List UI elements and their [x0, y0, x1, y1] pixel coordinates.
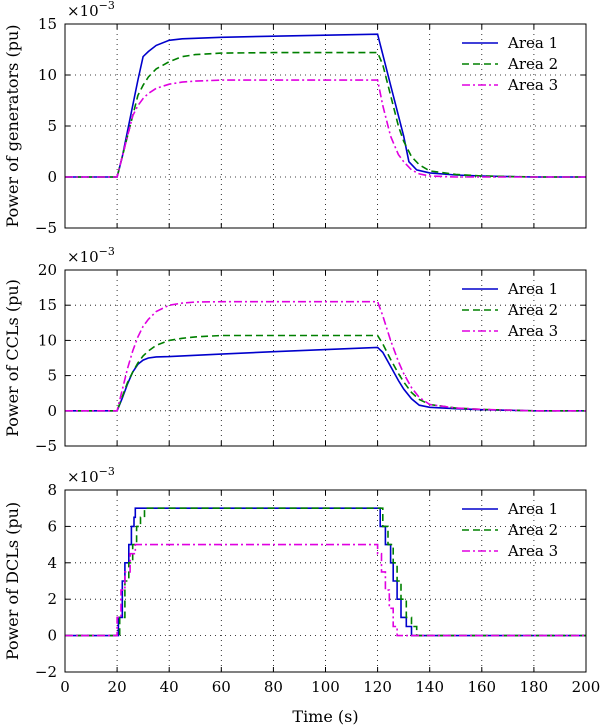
- y-tick-label: 15: [38, 15, 57, 33]
- x-tick-label: 120: [363, 678, 392, 696]
- series-line-2: [65, 507, 586, 637]
- y-tick-label: 8: [47, 481, 57, 499]
- x-tick-label: 200: [572, 678, 600, 696]
- y-tick-label: 0: [47, 402, 57, 420]
- y-tick-label: 0: [47, 168, 57, 186]
- series-line-3: [65, 300, 586, 412]
- x-tick-label: 20: [108, 678, 127, 696]
- series-line-2: [65, 334, 586, 412]
- y-axis-label: Power of generators (pu): [3, 25, 22, 228]
- series-line-1: [65, 33, 586, 178]
- y-tick-label: 2: [47, 590, 57, 608]
- x-tick-label: 140: [415, 678, 444, 696]
- x-axis-label: Time (s): [292, 707, 358, 726]
- y-tick-label: 6: [47, 517, 57, 535]
- x-tick-label: 180: [520, 678, 549, 696]
- y-tick-label: 5: [47, 117, 57, 135]
- legend-label-1: Area 1: [507, 500, 558, 518]
- legend-label-2: Area 2: [507, 55, 558, 73]
- multiplier-exponent: −3: [99, 245, 115, 258]
- series-line-2: [65, 51, 586, 178]
- legend-label-1: Area 1: [507, 280, 558, 298]
- chart-panel-3: 0 20 40 60 80 100 120 140 160 180 200−202468×10−3P…: [3, 465, 600, 726]
- y-axis-label: Power of DCLs (pu): [3, 502, 22, 660]
- multiplier-exponent: −3: [99, 0, 115, 12]
- legend-label-3: Area 3: [507, 542, 558, 560]
- y-tick-label: 10: [38, 66, 57, 84]
- x-tick-label: 0: [60, 678, 70, 696]
- legend: Area 1 Area 2 Area 3: [462, 280, 558, 340]
- x-tick-label: 160: [467, 678, 496, 696]
- plot-frame: [64, 23, 587, 229]
- x-tick-label: 80: [264, 678, 283, 696]
- multiplier-base: ×10: [67, 2, 99, 20]
- y-tick-label: 10: [38, 331, 57, 349]
- plot-frame: [64, 269, 587, 447]
- legend: Area 1 Area 2 Area 3: [462, 500, 558, 560]
- legend-label-3: Area 3: [507, 76, 558, 94]
- chart-panel-1: −5 0 5 10 15 ×10−3 Power of generators (pu) Are…: [3, 0, 587, 237]
- y-tick-label: 4: [47, 554, 57, 572]
- y-tick-label: 0: [47, 627, 57, 645]
- x-tick-label: 60: [212, 678, 231, 696]
- y-tick-label: −5: [35, 219, 57, 237]
- series-line-3: [65, 543, 586, 637]
- legend: Area 1 Area 2 Area 3: [462, 34, 558, 94]
- x-tick-label: 100: [311, 678, 340, 696]
- axis-multiplier: ×10−3: [67, 465, 115, 486]
- axis-multiplier: ×10−3: [67, 245, 115, 266]
- legend-label-3: Area 3: [507, 322, 558, 340]
- y-axis-label: Power of CCLs (pu): [3, 279, 22, 437]
- multiplier-base: ×10: [67, 468, 99, 486]
- legend-label-1: Area 1: [507, 34, 558, 52]
- multiplier-exponent: −3: [99, 465, 115, 478]
- y-tick-label: −2: [35, 663, 57, 681]
- legend-label-2: Area 2: [507, 301, 558, 319]
- y-tick-label: −5: [35, 437, 57, 455]
- multiplier-base: ×10: [67, 248, 99, 266]
- y-tick-label: 5: [47, 367, 57, 385]
- x-tick-label: 40: [160, 678, 179, 696]
- y-tick-label: 15: [38, 296, 57, 314]
- axis-multiplier: ×10−3: [67, 0, 115, 20]
- series-line-3: [65, 79, 586, 178]
- y-tick-label: 20: [38, 261, 57, 279]
- legend-label-2: Area 2: [507, 521, 558, 539]
- plot-frame: [64, 489, 587, 673]
